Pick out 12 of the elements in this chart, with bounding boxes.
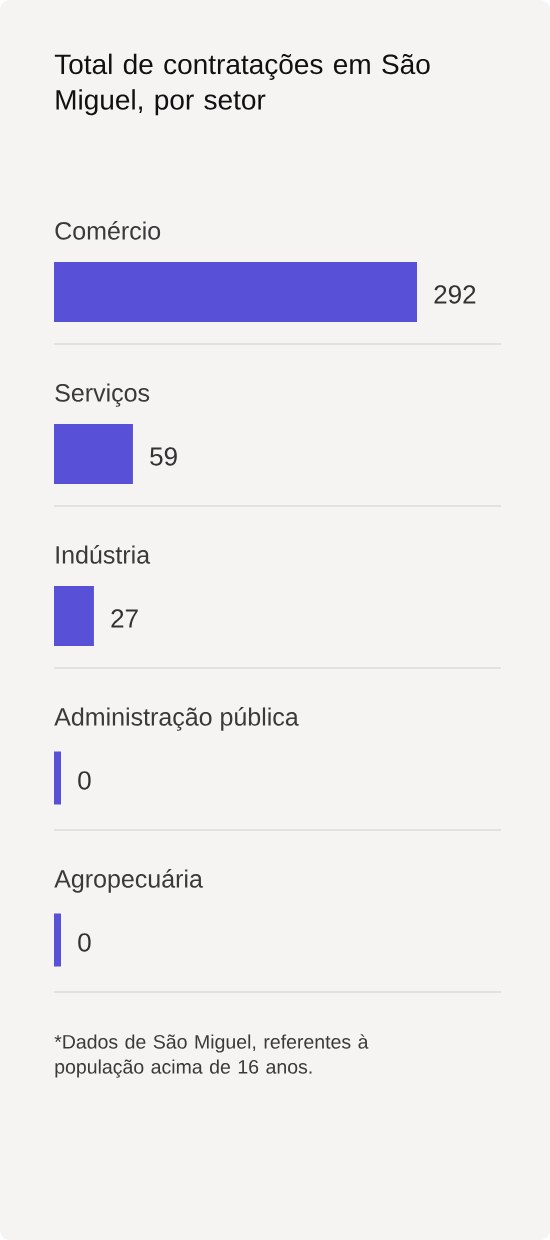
y-tick-label: Serviços: [55, 383, 150, 407]
y-tick-label: Administração pública: [54, 707, 299, 731]
data-label: 59: [150, 447, 177, 466]
y-tick-label: Comércio: [55, 221, 161, 240]
text: *Dados de São Miguel, referentes à população acima de 16 anos.: [54, 1034, 369, 1078]
data-label: 0: [78, 771, 91, 790]
y-tick-label: Indústria: [56, 545, 151, 564]
chart-title: Total de contratações em São Miguel, por setor: [54, 53, 430, 116]
y-tick-label: Agropecuária: [54, 869, 203, 893]
data-label: 0: [78, 933, 91, 952]
data-label: 27: [111, 609, 138, 628]
data-label: 292: [434, 285, 476, 304]
